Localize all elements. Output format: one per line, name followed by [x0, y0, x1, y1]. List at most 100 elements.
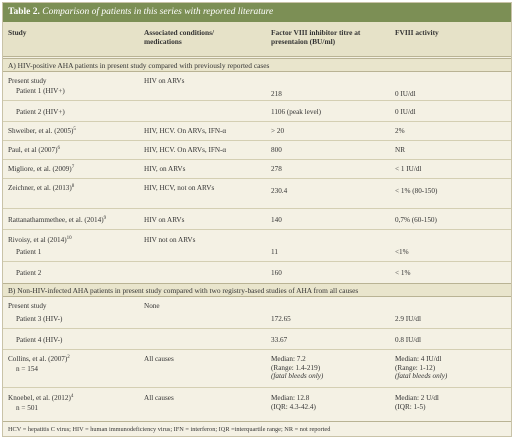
rattanathammethee-titre: 140 — [271, 216, 282, 224]
header-titre-line2: presentaion (BU/ml) — [271, 37, 336, 46]
knoebel-n: n = 501 — [16, 404, 39, 412]
patient1-conditions: HIV on ARVs — [144, 77, 185, 85]
present-study-b-label: Present study — [8, 302, 47, 310]
section-b-heading: B) Non-HIV-infected AHA patients in pres… — [3, 283, 511, 297]
section-a-heading: A) HIV-positive AHA patients in present … — [3, 58, 511, 72]
knoebel-conditions: All causes — [144, 394, 174, 402]
collins-titre-range: (Range: 1.4-219) — [271, 363, 321, 372]
knoebel-name: Knoebel, et al. (2012) — [8, 394, 71, 402]
row-divider — [3, 261, 511, 262]
knoebel-titre: Median: 12.8 (IQR: 4.3-42.4) — [271, 394, 316, 411]
collins-name: Collins, et al. (2007) — [8, 355, 68, 363]
collins-fviii-median: Median: 4 IU/dl — [395, 355, 442, 363]
rivoisy-patient2-titre: 160 — [271, 269, 282, 277]
header-titre: Factor VIII inhibitor titre at presentai… — [271, 28, 360, 46]
rattanathammethee-study: Rattanathammethee, et al. (2014)9 — [8, 216, 106, 225]
rivoisy-patient1-fviii: <1% — [395, 248, 409, 256]
migliore-titre: 278 — [271, 165, 282, 173]
row-divider — [3, 387, 511, 388]
collins-titre-note: (fatal bleeds only) — [271, 372, 324, 381]
knoebel-fviii: Median: 2 U/dl (IQR: 1-5) — [395, 394, 439, 411]
row-divider — [3, 349, 511, 350]
row-divider — [3, 229, 511, 230]
patient1-name: Patient 1 (HIV+) — [16, 87, 65, 95]
knoebel-titre-iqr: (IQR: 4.3-42.4) — [271, 402, 316, 411]
header-study: Study — [8, 28, 27, 37]
zeichner-ref: 8 — [71, 184, 75, 189]
knoebel-study: Knoebel, et al. (2012)4 — [8, 394, 73, 403]
patient4-name: Patient 4 (HIV-) — [16, 336, 63, 344]
paul-conditions: HIV, HCV. On ARVs, IFN-α — [144, 146, 227, 154]
migliore-fviii: < 1 IU/dl — [395, 165, 422, 173]
migliore-name: Migliore, et al. (2009) — [8, 165, 72, 173]
knoebel-titre-median: Median: 12.8 — [271, 394, 310, 402]
paul-fviii: NR — [395, 146, 405, 154]
present-study-b-conditions: None — [144, 302, 160, 310]
row-divider — [3, 159, 511, 160]
header-titre-line1: Factor VIII inhibitor titre at — [271, 28, 361, 37]
rivoisy-ref: 10 — [66, 236, 72, 241]
zeichner-fviii: < 1% (80-150) — [395, 187, 438, 195]
rattanathammethee-ref: 9 — [103, 216, 107, 221]
knoebel-fviii-iqr: (IQR: 1-5) — [395, 402, 426, 411]
knoebel-fviii-median: Median: 2 U/dl — [395, 394, 439, 402]
patient1-titre: 218 — [271, 90, 282, 98]
row-divider — [3, 178, 511, 179]
patient3-fviii: 2.9 IU/dl — [395, 315, 421, 323]
row-divider — [3, 100, 511, 101]
header-fviii: FVIII activity — [395, 28, 439, 37]
row-divider — [3, 140, 511, 141]
rivoisy-patient1-titre: 11 — [271, 248, 278, 256]
header-conditions-line2: medications — [144, 37, 182, 46]
rivoisy-patient1: Patient 1 — [16, 248, 42, 256]
shweiber-titre: > 20 — [271, 127, 285, 135]
shweiber-fviii: 2% — [395, 127, 405, 135]
shweiber-ref: 5 — [73, 127, 76, 132]
paul-name: Paul, et al (2007) — [8, 146, 58, 154]
patient3-name: Patient 3 (HIV-) — [16, 315, 63, 323]
row-divider — [3, 208, 511, 209]
zeichner-conditions: HIV, HCV, not on ARVs — [144, 184, 215, 192]
rivoisy-conditions: HIV not on ARVs — [144, 236, 196, 244]
rivoisy-study: Rivoisy, et al (2014)10 — [8, 236, 72, 245]
collins-titre: Median: 7.2 (Range: 1.4-219) (fatal blee… — [271, 355, 323, 381]
collins-conditions: All causes — [144, 355, 174, 363]
rivoisy-patient2: Patient 2 — [16, 269, 42, 277]
patient1-fviii: 0 IU/dl — [395, 90, 416, 98]
shweiber-conditions: HIV, HCV. On ARVs, IFN-α — [144, 127, 227, 135]
migliore-conditions: HIV, on ARVs — [144, 165, 186, 173]
rattanathammethee-fviii: 0,7% (60-150) — [395, 216, 437, 224]
header-conditions: Associated conditions/ medications — [144, 28, 214, 46]
paul-titre: 800 — [271, 146, 282, 154]
table-number: Table 2. — [8, 7, 40, 17]
table-title: Comparison of patients in this series wi… — [42, 7, 274, 17]
patient4-titre: 33.67 — [271, 336, 288, 344]
shweiber-name: Shweiber, et al. (2005) — [8, 127, 74, 135]
rattanathammethee-conditions: HIV on ARVs — [144, 216, 185, 224]
patient4-fviii: 0.8 IU/dl — [395, 336, 421, 344]
collins-fviii-note: (fatal bleeds only) — [395, 372, 448, 381]
table-header-row: Study Associated conditions/ medications… — [3, 22, 511, 57]
patient2-fviii: 0 IU/dl — [395, 108, 416, 116]
patient3-titre: 172.65 — [271, 315, 291, 323]
rattanathammethee-name: Rattanathammethee, et al. (2014) — [8, 216, 104, 224]
rivoisy-name: Rivoisy, et al (2014) — [8, 236, 67, 244]
knoebel-ref: 4 — [70, 394, 74, 399]
paul-study: Paul, et al (2007)6 — [8, 146, 60, 155]
collins-ref: 2 — [67, 355, 70, 360]
patient2-titre: 1106 (peak level) — [271, 108, 322, 116]
paul-ref: 6 — [57, 146, 61, 151]
row-divider — [3, 121, 511, 122]
zeichner-name: Zeichner, et al. (2013) — [8, 184, 72, 192]
shweiber-study: Shweiber, et al. (2005)5 — [8, 127, 76, 136]
zeichner-titre: 230.4 — [271, 187, 288, 195]
present-study-label: Present study — [8, 77, 47, 85]
header-conditions-line1: Associated conditions/ — [144, 28, 215, 37]
zeichner-study: Zeichner, et al. (2013)8 — [8, 184, 74, 193]
collins-n: n = 154 — [16, 365, 39, 373]
collins-fviii: Median: 4 IU/dl (Range: 1-12) (fatal ble… — [395, 355, 447, 381]
table-footnote: HCV = hepatitis C virus; HIV = human imm… — [3, 421, 511, 437]
collins-fviii-range: (Range: 1-12) — [395, 363, 436, 372]
row-divider — [3, 328, 511, 329]
